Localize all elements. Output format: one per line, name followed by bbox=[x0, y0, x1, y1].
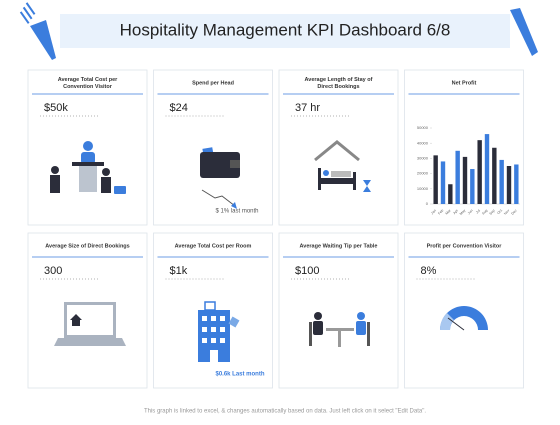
kpi-value: $24 bbox=[170, 102, 188, 114]
card-title: Spend per Head bbox=[192, 80, 234, 86]
bar bbox=[484, 134, 490, 204]
card-title: Net Profit bbox=[452, 80, 477, 86]
y-tick-label: 50000 bbox=[417, 125, 429, 130]
card-title: Average Size of Direct Bookings bbox=[45, 243, 129, 249]
stay-icon bbox=[314, 140, 371, 192]
card-title: Convention Visitor bbox=[63, 84, 113, 90]
x-tick-label: Dec bbox=[510, 208, 517, 215]
card-title: Average Length of Stay of bbox=[305, 77, 373, 83]
x-tick-label: Nov bbox=[503, 208, 510, 215]
y-tick-label: 20000 bbox=[417, 171, 429, 176]
x-tick-label: Feb bbox=[437, 208, 444, 215]
bar bbox=[492, 147, 497, 204]
kpi-value: $1k bbox=[170, 265, 188, 277]
bar bbox=[440, 161, 446, 204]
kpi-value: 8% bbox=[421, 265, 437, 277]
x-tick-label: Jan bbox=[430, 209, 437, 216]
bar bbox=[462, 156, 468, 204]
card-title: Profit per Convention Visitor bbox=[427, 243, 503, 249]
y-tick-label: 30000 bbox=[417, 155, 429, 160]
y-tick-label: 10000 bbox=[417, 186, 429, 191]
table-icon bbox=[309, 312, 370, 347]
trend-note: $ 1% last month bbox=[216, 209, 259, 215]
bar bbox=[514, 164, 519, 204]
wallet-icon bbox=[200, 147, 240, 209]
bar bbox=[499, 159, 504, 204]
fork-icon bbox=[19, 2, 56, 60]
bar bbox=[477, 140, 482, 204]
presenter-icon bbox=[50, 141, 126, 194]
card-title: Average Total Cost per Room bbox=[175, 243, 252, 249]
page-title: Hospitality Management KPI Dashboard 6/8 bbox=[120, 20, 451, 39]
knife-icon bbox=[510, 8, 538, 56]
x-tick-label: Jun bbox=[467, 209, 474, 216]
y-tick-label: 0 bbox=[426, 201, 429, 206]
card-title: Direct Bookings bbox=[317, 84, 359, 90]
bar bbox=[433, 155, 438, 204]
bar bbox=[506, 166, 512, 204]
x-tick-label: Sep bbox=[488, 208, 495, 215]
laptop-icon bbox=[54, 302, 126, 346]
bar bbox=[470, 169, 475, 204]
kpi-value: 37 hr bbox=[295, 102, 320, 114]
card bbox=[278, 232, 399, 389]
x-tick-label: Mar bbox=[445, 208, 453, 216]
card bbox=[278, 69, 399, 226]
kpi-value: $50k bbox=[44, 102, 68, 114]
kpi-value: $100 bbox=[295, 265, 319, 277]
gauge-icon bbox=[439, 306, 488, 331]
card-title: Average Total Cost per bbox=[58, 77, 118, 83]
footer-note: This graph is linked to excel, & changes… bbox=[144, 409, 426, 415]
bar bbox=[455, 150, 460, 204]
trend-note: $0.6k Last month bbox=[216, 372, 265, 378]
title-band bbox=[60, 14, 510, 48]
card bbox=[153, 69, 273, 226]
x-tick-label: Apr bbox=[452, 208, 459, 215]
bar bbox=[448, 184, 453, 204]
card-title: Average Waiting Tip per Table bbox=[300, 243, 378, 249]
x-tick-label: Aug bbox=[481, 208, 488, 215]
x-tick-label: May bbox=[459, 208, 467, 216]
x-tick-label: Jul bbox=[475, 208, 481, 214]
y-tick-label: 40000 bbox=[417, 140, 429, 145]
kpi-value: 300 bbox=[44, 265, 62, 277]
x-tick-label: Oct bbox=[496, 209, 503, 216]
